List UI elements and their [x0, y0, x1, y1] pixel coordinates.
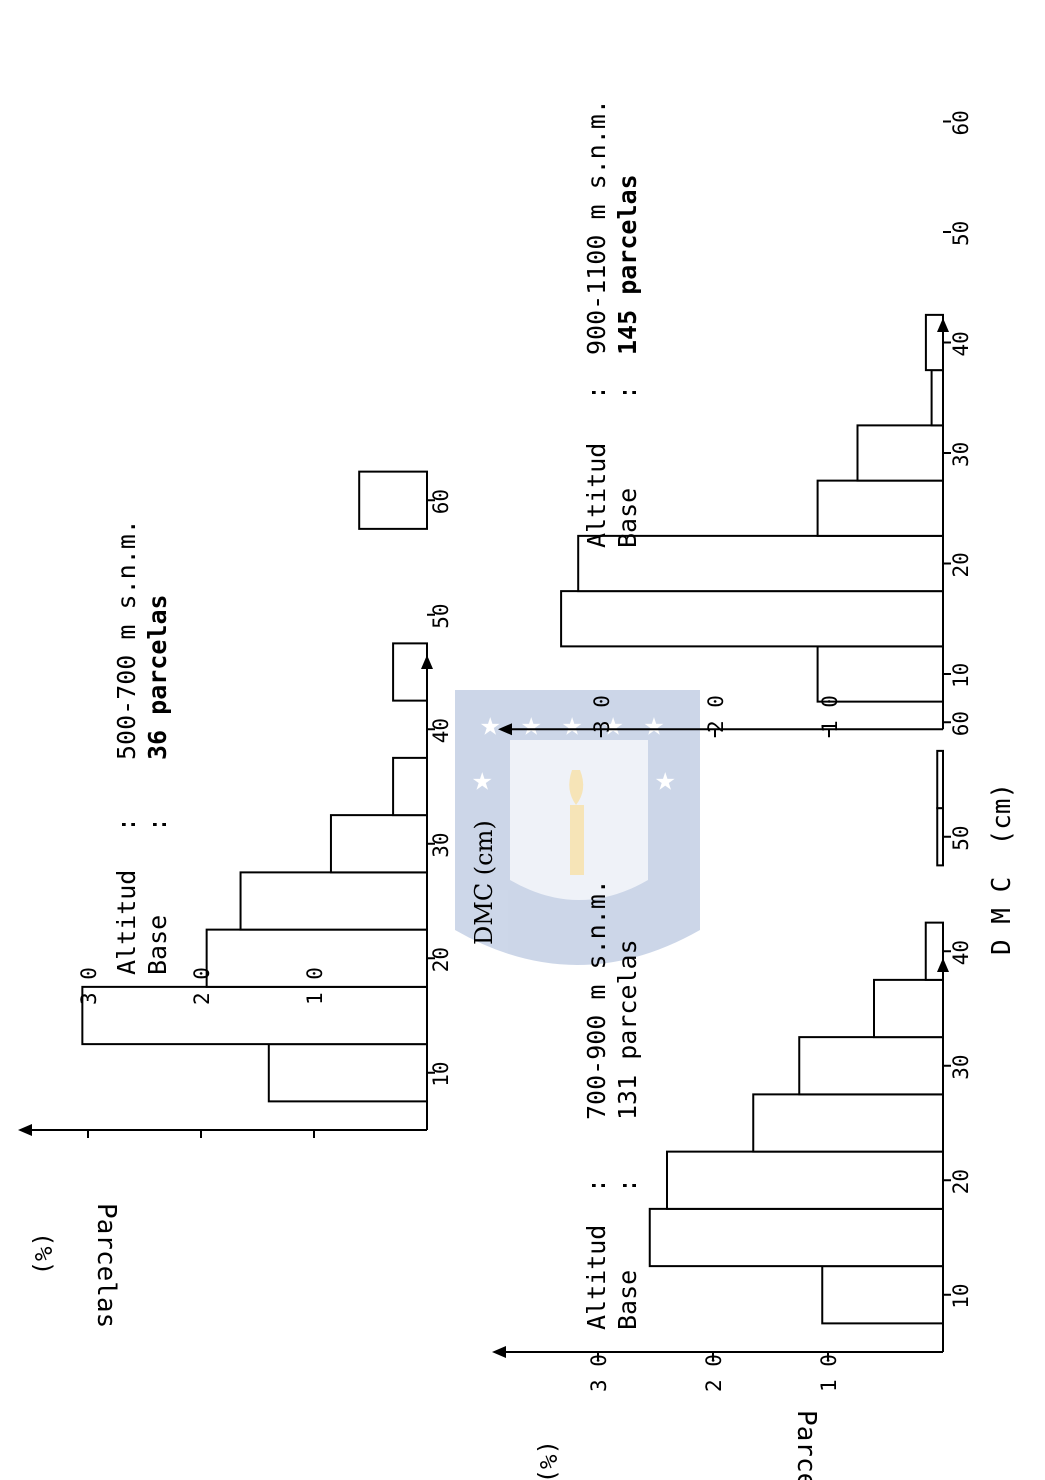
y-tick-label-30: 3 0: [77, 967, 101, 1005]
y-tick-label-30: 3 0: [590, 695, 614, 733]
altitud-colon: :: [582, 1178, 611, 1193]
x-tick-label-30: 30: [949, 1054, 973, 1079]
base-value: 131 parcelas: [613, 939, 642, 1120]
info-block: Altitud : 900-1100 m s.n.m. Base : 145 p…: [582, 99, 642, 548]
altitud-label: Altitud: [582, 1225, 611, 1330]
altitud-value: 700-900 m s.n.m.: [582, 879, 611, 1120]
histogram-bar-10-50: [936, 807, 944, 867]
x-tick-label-10: 10: [429, 1061, 453, 1086]
altitud-label: Altitud: [582, 443, 611, 548]
x-tick-label-20: 20: [949, 552, 973, 577]
histogram-bar-10-30: [329, 814, 429, 874]
histogram-bar-10-25: [239, 871, 428, 931]
histogram-bar-10-15: [81, 985, 428, 1046]
y-axis-arrow: [18, 1124, 32, 1136]
svg-text:★ ★ ★ ★ ★: ★ ★ ★ ★ ★: [480, 704, 664, 744]
svg-text:★: ★: [472, 759, 492, 799]
base-label: Base: [613, 1270, 642, 1330]
x-tick-label-20: 20: [429, 947, 453, 972]
watermark-crest: ★ ★ ★ ★ ★ ★ ★: [455, 690, 700, 965]
histogram-bar-10-15: [560, 590, 944, 648]
info-block: Altitud : 700-900 m s.n.m. Base : 131 pa…: [582, 879, 642, 1330]
x-tick-label-50: 50: [949, 221, 973, 246]
histogram-panel-500-700: 10 20 30 40 50 60 1 0 2 0 3 0 Altitud : 500-700 …: [18, 470, 453, 1328]
histogram-bar-10-35: [930, 369, 944, 427]
y-axis-title: Parcelas: [91, 1203, 121, 1328]
y-tick-label-30: 3 0: [587, 1354, 611, 1392]
histogram-bar-10-25: [816, 479, 944, 537]
y-axis-unit: (%): [534, 1440, 562, 1480]
histogram-bar-10-55: [936, 749, 944, 810]
histogram-bar-10-15: [648, 1207, 944, 1268]
info-block: Altitud : 500-700 m s.n.m. Base : 36 par…: [112, 519, 172, 975]
x-tick-label-40: 40: [949, 940, 973, 965]
x-tick-label-10: 10: [949, 663, 973, 688]
y-axis-arrow: [492, 1346, 506, 1358]
base-colon: :: [613, 385, 642, 400]
histogram-bar-10-30: [856, 424, 944, 482]
x-tick-label-50: 50: [429, 603, 453, 628]
bars-group: 10 20 30 40 50 60 1 0 2 0 3 0: [18, 470, 453, 1138]
base-colon: :: [613, 1178, 642, 1193]
histogram-bar-10-10: [267, 1043, 428, 1103]
x-axis-title: D M C (cm): [987, 783, 1017, 955]
histogram-bar-10-35: [392, 756, 429, 817]
x-tick-label-40: 40: [429, 718, 453, 743]
y-axis-labels: (%) Parcelas: [29, 1203, 121, 1328]
histogram-bar-10-20: [666, 1150, 944, 1210]
histogram-bar-10-10: [821, 1265, 944, 1325]
y-axis-title: Parcelas: [791, 1410, 821, 1480]
y-tick-label-10: 1 0: [303, 967, 327, 1005]
altitud-colon: :: [582, 385, 611, 400]
x-tick-label-10: 10: [949, 1283, 973, 1308]
altitud-value: 900-1100 m s.n.m.: [582, 99, 611, 355]
x-tick-label-50: 50: [949, 825, 973, 850]
y-axis-labels: (%) Parcelas: [534, 1410, 821, 1480]
base-value: 145 parcelas: [613, 174, 642, 355]
bars-group: 10 20 30 40 50 60 1 0 2 0 3 0: [498, 110, 973, 738]
svg-text:★: ★: [655, 759, 675, 799]
histogram-bar-10-60: [358, 470, 429, 530]
histogram-panel-900-1100: 10 20 30 40 50 60 1 0 2 0 3 0 Altitud : 900-1100…: [498, 99, 973, 738]
histogram-bar-10-30: [798, 1036, 944, 1096]
y-tick-label-20: 2 0: [704, 695, 728, 733]
x-axis-title-panel-a: DMC (cm): [470, 820, 498, 945]
y-axis-unit: (%): [29, 1232, 57, 1275]
x-tick-label-60: 60: [429, 489, 453, 514]
histogram-bar-10-40: [924, 313, 945, 372]
y-tick-label-20: 2 0: [190, 967, 214, 1005]
bars-group: 10 20 30 40 50 60 1 0 2 0 3 0: [492, 711, 973, 1392]
base-label: Base: [613, 488, 642, 548]
y-axis-arrow: [498, 723, 512, 736]
x-axis-arrow: [937, 958, 949, 972]
base-value: 36 parcelas: [143, 594, 172, 760]
base-label: Base: [143, 915, 172, 975]
x-tick-label-20: 20: [949, 1169, 973, 1194]
y-tick-label-10: 1 0: [817, 1354, 841, 1392]
x-tick-label-40: 40: [949, 331, 973, 356]
histogram-panel-700-900: 10 20 30 40 50 60 1 0 2 0 3 0 Altitud : 700-900 …: [492, 711, 973, 1480]
histogram-bar-10-35: [873, 978, 944, 1039]
y-tick-label-20: 2 0: [702, 1354, 726, 1392]
altitud-label: Altitud: [112, 870, 141, 975]
base-colon: :: [143, 817, 172, 832]
altitud-value: 500-700 m s.n.m.: [112, 519, 141, 760]
x-axis-arrow: [421, 655, 433, 669]
x-tick-label-60: 60: [949, 711, 973, 736]
histogram-bar-10-10: [816, 645, 944, 703]
x-tick-label-60: 60: [949, 110, 973, 135]
x-tick-label-30: 30: [949, 442, 973, 467]
histogram-bar-10-25: [752, 1093, 944, 1153]
altitud-colon: :: [112, 817, 141, 832]
x-tick-label-30: 30: [429, 832, 453, 857]
x-axis-arrow: [937, 318, 949, 332]
histogram-bar-10-20: [577, 534, 944, 593]
y-tick-label-10: 1 0: [818, 695, 842, 733]
histogram-bar-10-45: [392, 642, 429, 702]
